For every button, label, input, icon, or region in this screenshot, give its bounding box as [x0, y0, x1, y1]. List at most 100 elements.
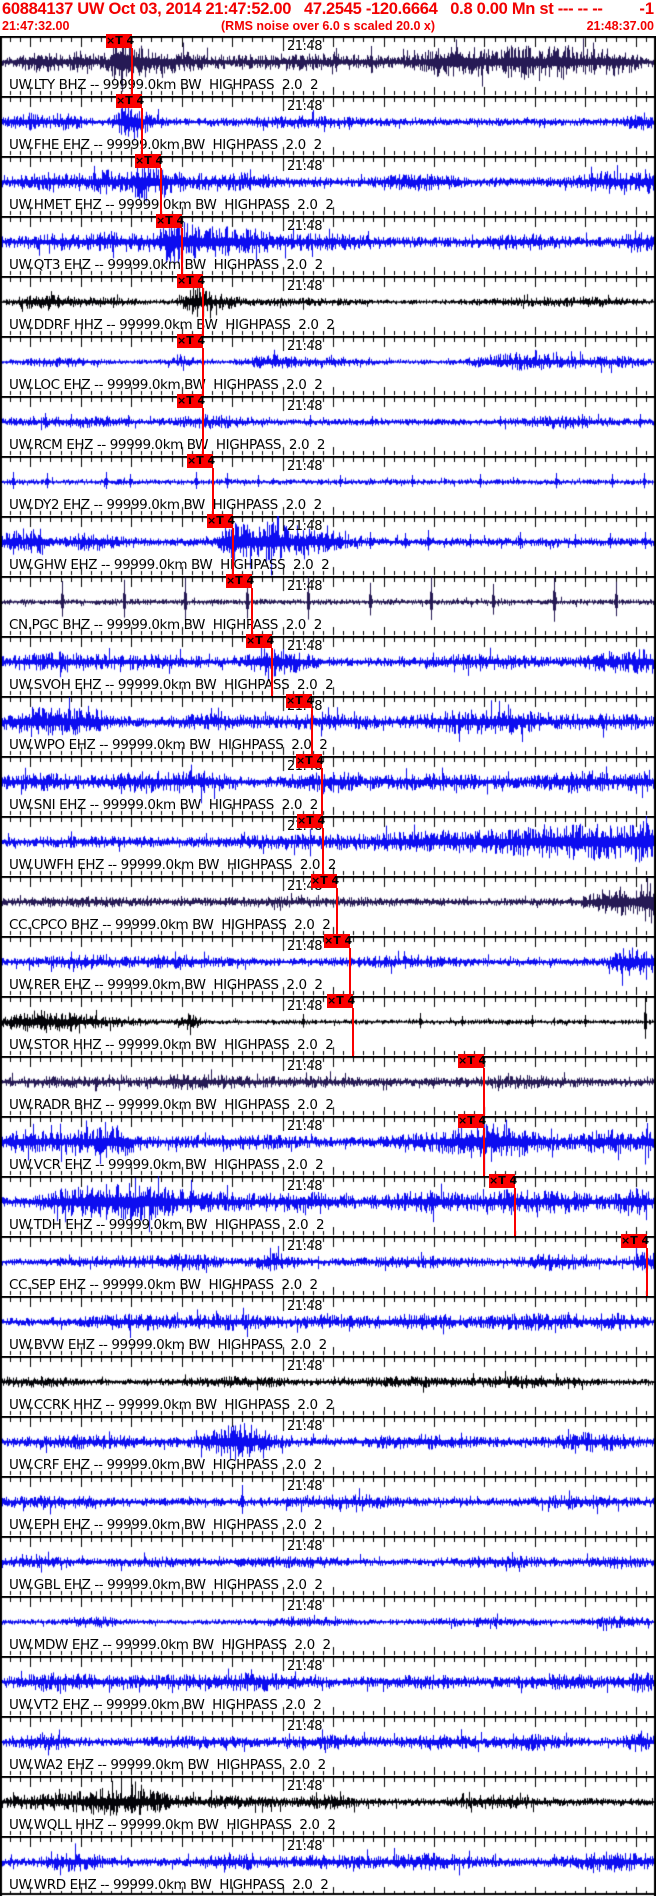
pick-line[interactable] [514, 1188, 516, 1236]
waveform-canvas[interactable] [0, 156, 656, 216]
waveform-canvas[interactable] [0, 1176, 656, 1236]
trace-panel-uw-loc[interactable]: 21:48 ×T 4 UW.LOC EHZ -- 99999.0km BW HI… [0, 334, 656, 396]
trace-panel-uw-tdh[interactable]: 21:48 ×T 4 UW.TDH EHZ -- 99999.0km BW HI… [0, 1174, 656, 1236]
trace-panel-uw-wa2[interactable]: 21:48 UW.WA2 EHZ -- 99999.0km BW HIGHPAS… [0, 1716, 656, 1776]
waveform-canvas[interactable] [0, 1056, 656, 1116]
pick-line[interactable] [131, 48, 133, 96]
pick-flag[interactable]: ×T 4 [489, 1174, 518, 1188]
waveform-canvas[interactable] [0, 1836, 656, 1896]
pick-flag[interactable]: ×T 4 [177, 334, 206, 348]
waveform-canvas[interactable] [0, 1656, 656, 1716]
waveform-canvas[interactable] [0, 456, 656, 516]
pick-line[interactable] [336, 888, 338, 936]
pick-line[interactable] [232, 528, 234, 576]
trace-panel-uw-wpo[interactable]: 21:48 ×T 4 UW.WPO EHZ -- 99999.0km BW HI… [0, 694, 656, 756]
pick-line[interactable] [202, 408, 204, 456]
trace-panel-uw-sni[interactable]: 21:48 ×T 4 UW.SNI EHZ -- 99999.0km BW HI… [0, 754, 656, 816]
trace-panel-uw-radr[interactable]: 21:48 ×T 4 UW.RADR BHZ -- 99999.0km BW H… [0, 1054, 656, 1116]
pick-line[interactable] [160, 168, 162, 216]
pick-flag[interactable]: ×T 4 [311, 874, 340, 888]
pick-flag[interactable]: ×T 4 [286, 694, 315, 708]
waveform-canvas[interactable] [0, 396, 656, 456]
waveform-canvas[interactable] [0, 1536, 656, 1596]
waveform-canvas[interactable] [0, 336, 656, 396]
trace-panel-uw-uwfh[interactable]: 21:48 ×T 4 UW.UWFH EHZ -- 99999.0km BW H… [0, 814, 656, 876]
trace-panel-uw-mdw[interactable]: 21:48 UW.MDW EHZ -- 99999.0km BW HIGHPAS… [0, 1596, 656, 1656]
waveform-canvas[interactable] [0, 1596, 656, 1656]
trace-panel-uw-fhe[interactable]: 21:48 ×T 4 UW.FHE EHZ -- 99999.0km BW HI… [0, 94, 656, 156]
trace-panel-uw-wrd[interactable]: 21:48 UW.WRD EHZ -- 99999.0km BW HIGHPAS… [0, 1836, 656, 1896]
pick-flag[interactable]: ×T 4 [246, 634, 275, 648]
waveform-canvas[interactable] [0, 756, 656, 816]
pick-line[interactable] [202, 348, 204, 396]
pick-flag[interactable]: ×T 4 [135, 154, 164, 168]
waveform-canvas[interactable] [0, 96, 656, 156]
trace-panel-uw-gbl[interactable]: 21:48 UW.GBL EHZ -- 99999.0km BW HIGHPAS… [0, 1536, 656, 1596]
waveform-canvas[interactable] [0, 216, 656, 276]
waveform-canvas[interactable] [0, 1296, 656, 1356]
pick-line[interactable] [483, 1068, 485, 1116]
pick-flag[interactable]: ×T 4 [116, 94, 145, 108]
pick-flag[interactable]: ×T 4 [226, 574, 255, 588]
trace-panel-uw-ddrf[interactable]: 21:48 ×T 4 UW.DDRF HHZ -- 99999.0km BW H… [0, 274, 656, 336]
trace-panel-uw-crf[interactable]: 21:48 UW.CRF EHZ -- 99999.0km BW HIGHPAS… [0, 1416, 656, 1476]
trace-panel-cc-cpco[interactable]: 21:48 ×T 4 CC.CPCO BHZ -- 99999.0km BW H… [0, 874, 656, 936]
waveform-canvas[interactable] [0, 1116, 656, 1176]
waveform-canvas[interactable] [0, 1476, 656, 1536]
trace-panel-uw-vt2[interactable]: 21:48 UW.VT2 EHZ -- 99999.0km BW HIGHPAS… [0, 1656, 656, 1716]
trace-panel-uw-lty[interactable]: 21:48 ×T 4 UW.LTY BHZ -- 99999.0km BW HI… [0, 34, 656, 96]
trace-panel-uw-bvw[interactable]: 21:48 UW.BVW EHZ -- 99999.0km BW HIGHPAS… [0, 1296, 656, 1356]
pick-line[interactable] [271, 648, 273, 696]
pick-line[interactable] [349, 948, 351, 996]
pick-line[interactable] [181, 228, 183, 276]
trace-panel-uw-wqll[interactable]: 21:48 UW.WQLL HHZ -- 99999.0km BW HIGHPA… [0, 1776, 656, 1836]
trace-panel-uw-ghw[interactable]: 21:48 ×T 4 UW.GHW EHZ -- 99999.0km BW HI… [0, 514, 656, 576]
trace-panel-uw-stor[interactable]: 21:48 ×T 4 UW.STOR HHZ -- 99999.0km BW H… [0, 994, 656, 1056]
pick-line[interactable] [322, 828, 324, 876]
pick-flag[interactable]: ×T 4 [324, 934, 353, 948]
waveform-canvas[interactable] [0, 1356, 656, 1416]
waveform-canvas[interactable] [0, 1236, 656, 1296]
trace-panel-uw-eph[interactable]: 21:48 UW.EPH EHZ -- 99999.0km BW HIGHPAS… [0, 1476, 656, 1536]
waveform-canvas[interactable] [0, 696, 656, 756]
waveform-canvas[interactable] [0, 636, 656, 696]
pick-line[interactable] [212, 468, 214, 516]
pick-flag[interactable]: ×T 4 [621, 1234, 650, 1248]
waveform-canvas[interactable] [0, 276, 656, 336]
pick-flag[interactable]: ×T 4 [106, 34, 135, 48]
pick-line[interactable] [141, 108, 143, 156]
pick-flag[interactable]: ×T 4 [296, 754, 325, 768]
pick-flag[interactable]: ×T 4 [207, 514, 236, 528]
pick-flag[interactable]: ×T 4 [327, 994, 356, 1008]
waveform-canvas[interactable] [0, 516, 656, 576]
trace-panel-uw-qt3[interactable]: 21:48 ×T 4 UW.QT3 EHZ -- 99999.0km BW HI… [0, 214, 656, 276]
pick-flag[interactable]: ×T 4 [187, 454, 216, 468]
waveform-canvas[interactable] [0, 1776, 656, 1836]
pick-line[interactable] [321, 768, 323, 816]
waveform-canvas[interactable] [0, 816, 656, 876]
trace-panel-uw-ccrk[interactable]: 21:48 UW.CCRK HHZ -- 99999.0km BW HIGHPA… [0, 1356, 656, 1416]
waveform-canvas[interactable] [0, 1716, 656, 1776]
pick-flag[interactable]: ×T 4 [297, 814, 326, 828]
pick-line[interactable] [202, 288, 204, 336]
trace-panel-uw-svoh[interactable]: 21:48 ×T 4 UW.SVOH EHZ -- 99999.0km BW H… [0, 634, 656, 696]
pick-line[interactable] [251, 588, 253, 636]
waveform-canvas[interactable] [0, 576, 656, 636]
trace-panel-cn-pgc[interactable]: 21:48 ×T 4 CN.PGC BHZ -- 99999.0km BW HI… [0, 574, 656, 636]
trace-panel-cc-sep[interactable]: 21:48 ×T 4 CC.SEP EHZ -- 99999.0km BW HI… [0, 1234, 656, 1296]
pick-line[interactable] [311, 708, 313, 756]
pick-flag[interactable]: ×T 4 [156, 214, 185, 228]
pick-line[interactable] [646, 1248, 648, 1296]
pick-flag[interactable]: ×T 4 [177, 394, 206, 408]
pick-flag[interactable]: ×T 4 [458, 1114, 487, 1128]
pick-flag[interactable]: ×T 4 [177, 274, 206, 288]
pick-line[interactable] [483, 1128, 485, 1176]
waveform-canvas[interactable] [0, 1416, 656, 1476]
trace-panel-uw-dy2[interactable]: 21:48 ×T 4 UW.DY2 EHZ -- 99999.0km BW HI… [0, 454, 656, 516]
pick-line[interactable] [352, 1008, 354, 1056]
trace-panel-uw-rer[interactable]: 21:48 ×T 4 UW.RER EHZ -- 99999.0km BW HI… [0, 934, 656, 996]
trace-panel-uw-rcm[interactable]: 21:48 ×T 4 UW.RCM EHZ -- 99999.0km BW HI… [0, 394, 656, 456]
pick-flag[interactable]: ×T 4 [458, 1054, 487, 1068]
trace-panel-uw-hmet[interactable]: 21:48 ×T 4 UW.HMET EHZ -- 99999.0km BW H… [0, 154, 656, 216]
trace-panel-uw-vcr[interactable]: 21:48 ×T 4 UW.VCR EHZ -- 99999.0km BW HI… [0, 1114, 656, 1176]
